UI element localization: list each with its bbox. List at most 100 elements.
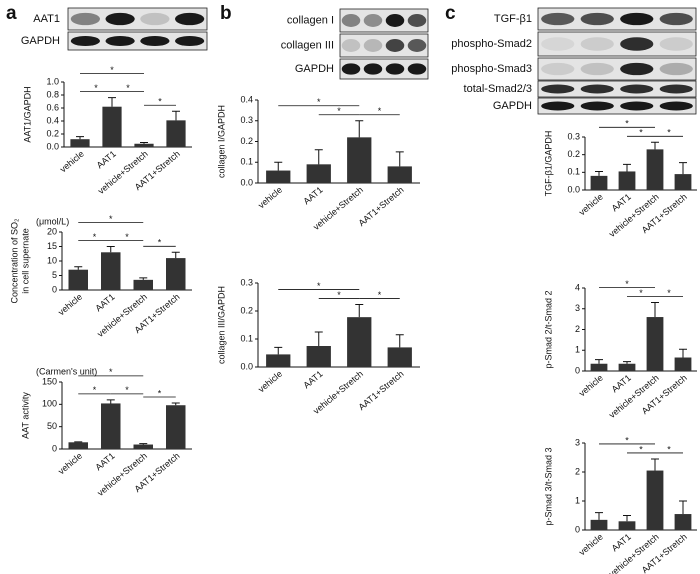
y-tick-label: 150 <box>42 376 57 386</box>
bar <box>387 166 412 183</box>
y-tick-label: 0.1 <box>240 157 253 167</box>
y-tick-label: 1.0 <box>46 76 59 86</box>
x-tick-label: vehicle <box>256 185 284 211</box>
error-bar <box>274 161 283 171</box>
y-tick-label: 0.0 <box>240 177 253 187</box>
bar <box>590 519 608 530</box>
significance-label: * <box>639 444 643 454</box>
blot-band <box>580 62 614 76</box>
significance-label: * <box>667 288 671 298</box>
error-bar <box>679 348 687 358</box>
error-bar <box>139 443 148 445</box>
error-bar <box>651 458 659 471</box>
error-bar <box>106 399 115 404</box>
error-bar <box>314 331 323 346</box>
error-bar <box>395 151 404 167</box>
x-tick-label: AAT1 <box>301 369 324 391</box>
y-axis-unit: (Carmen's unit) <box>36 366 97 376</box>
bar-chart: 0 50 100 150 AAT activity (Carmen's unit) vehi… <box>20 366 192 498</box>
blot-strip <box>339 8 429 33</box>
error-bar <box>679 500 687 515</box>
y-axis-label: p-Smad 3/t-Smad 3 <box>543 447 553 525</box>
error-bar <box>595 170 603 176</box>
bar <box>68 442 88 449</box>
error-bar <box>172 110 180 121</box>
bar <box>266 354 291 367</box>
blot-strip <box>67 7 208 31</box>
bar <box>674 174 692 190</box>
y-tick-label: 0.2 <box>240 136 253 146</box>
y-axis-label: in cell supernate <box>20 228 30 294</box>
bar <box>646 317 664 371</box>
y-tick-label: 3 <box>575 437 580 447</box>
blot-band <box>620 12 654 26</box>
y-axis-label: Concentration of SO₂ <box>9 218 19 304</box>
bar <box>347 317 372 367</box>
blot-band <box>580 37 614 51</box>
y-tick-label: 0.2 <box>240 305 253 315</box>
bar <box>618 171 636 190</box>
y-tick-label: 0 <box>575 365 580 375</box>
panel-letter: a <box>6 3 17 24</box>
bar <box>646 470 664 530</box>
blot-band <box>70 12 100 26</box>
blot-band <box>659 101 693 111</box>
y-tick-label: 0.4 <box>46 115 59 125</box>
y-tick-label: 0 <box>52 443 57 453</box>
error-bar <box>106 246 115 253</box>
bar <box>674 357 692 371</box>
blot-band <box>541 37 575 51</box>
error-bar <box>623 515 631 522</box>
error-bar <box>108 97 116 107</box>
blot-band <box>363 39 383 52</box>
panel-letter: b <box>220 3 232 24</box>
error-bar <box>139 277 148 280</box>
y-tick-label: 20 <box>47 226 57 236</box>
significance-label: * <box>109 367 113 377</box>
blot-band <box>407 14 427 27</box>
bar-chart: 0.0 0.1 0.2 0.3 0.4 collagen I/GAPDH vehicle AA… <box>216 94 420 232</box>
y-tick-label: 0.6 <box>46 102 59 112</box>
x-tick-label: vehicle <box>577 532 605 558</box>
error-bar <box>140 141 148 144</box>
significance-label: * <box>337 290 341 300</box>
bar <box>618 363 636 371</box>
bar <box>646 149 664 190</box>
y-tick-label: 5 <box>52 270 57 280</box>
error-bar <box>274 346 283 355</box>
x-tick-label: vehicle <box>577 373 605 399</box>
bar-chart: 0.0 0.1 0.2 0.3 collagen III/GAPDH vehicle AAT… <box>216 277 420 416</box>
blot-band <box>341 63 361 75</box>
error-bar <box>355 120 364 138</box>
x-tick-label: vehicle <box>577 192 605 218</box>
blot-label: phospho-Smad3 <box>451 63 532 75</box>
y-tick-label: 1 <box>575 345 580 355</box>
blot-band <box>140 12 170 26</box>
blot-band <box>541 12 575 26</box>
x-tick-label: AAT1 <box>610 373 633 395</box>
bar <box>306 164 331 183</box>
blot-band <box>175 12 205 26</box>
blot-band <box>580 84 614 94</box>
blot-band <box>341 39 361 52</box>
significance-label: * <box>337 106 341 116</box>
y-tick-label: 0.0 <box>46 141 59 151</box>
blot-label: collagen I <box>287 14 334 26</box>
y-tick-label: 10 <box>47 255 57 265</box>
significance-label: * <box>639 128 643 138</box>
blot-strip <box>339 58 429 80</box>
blot-label: GAPDH <box>493 100 532 112</box>
blot-strip <box>537 7 697 31</box>
blot-band <box>541 62 575 76</box>
error-bar <box>76 136 84 140</box>
bar <box>347 137 372 183</box>
blot-label: TGF-β1 <box>494 13 532 25</box>
blot-strip <box>67 31 208 51</box>
bar <box>102 106 122 147</box>
blot-band <box>363 14 383 27</box>
y-tick-label: 0.0 <box>240 361 253 371</box>
bar <box>590 175 608 190</box>
blot-band <box>541 101 575 111</box>
bar <box>674 514 692 530</box>
